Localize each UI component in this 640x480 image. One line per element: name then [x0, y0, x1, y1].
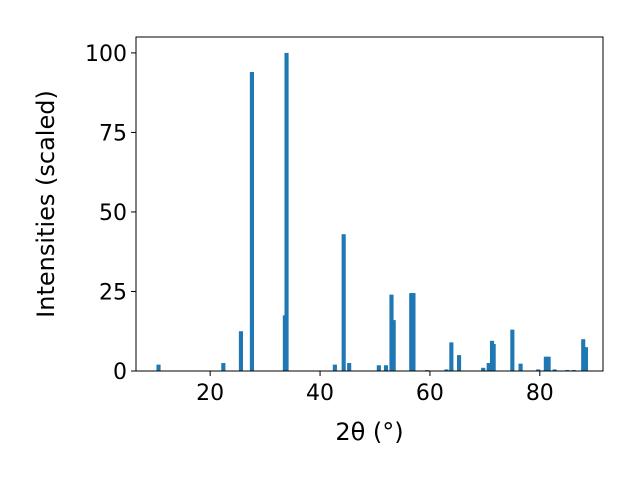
bar [581, 339, 586, 371]
bar [510, 329, 515, 371]
bar [347, 363, 352, 371]
bar [376, 365, 381, 371]
bar [332, 364, 337, 371]
bar [486, 363, 491, 371]
bar [249, 71, 254, 371]
bar [449, 342, 454, 371]
x-tick-label: 60 [416, 381, 444, 406]
bar [543, 356, 548, 371]
bar [341, 234, 346, 371]
bar [481, 367, 486, 371]
plot-frame [135, 36, 604, 372]
bar [536, 369, 541, 371]
x-tick-label: 40 [306, 381, 334, 406]
bar [456, 355, 462, 371]
x-tick-label: 20 [196, 381, 224, 406]
bar [409, 293, 414, 371]
bar [546, 356, 551, 371]
y-axis-label: Intensities (scaled) [32, 90, 60, 318]
y-tick-label: 100 [85, 42, 127, 67]
bar [518, 363, 523, 371]
y-tick-label: 25 [99, 280, 127, 305]
x-axis-label: 2θ (°) [335, 418, 403, 446]
bar [583, 347, 589, 371]
bar [238, 331, 243, 371]
y-tick-label: 50 [99, 201, 127, 226]
bar [491, 343, 496, 371]
bar [383, 365, 389, 371]
bar [389, 294, 394, 371]
bar [284, 52, 289, 372]
y-axis-ticks: 0 25 50 75 100 [85, 42, 136, 385]
y-tick-label: 0 [113, 360, 127, 385]
bars-group [156, 52, 589, 372]
bar [221, 363, 226, 371]
y-tick-label: 75 [99, 121, 127, 146]
bar [391, 320, 396, 371]
bar [552, 369, 557, 371]
bar [411, 293, 416, 371]
x-axis-ticks: 20 40 60 80 [196, 371, 554, 406]
bar [156, 364, 161, 371]
x-tick-label: 80 [526, 381, 554, 406]
bar [444, 369, 449, 371]
